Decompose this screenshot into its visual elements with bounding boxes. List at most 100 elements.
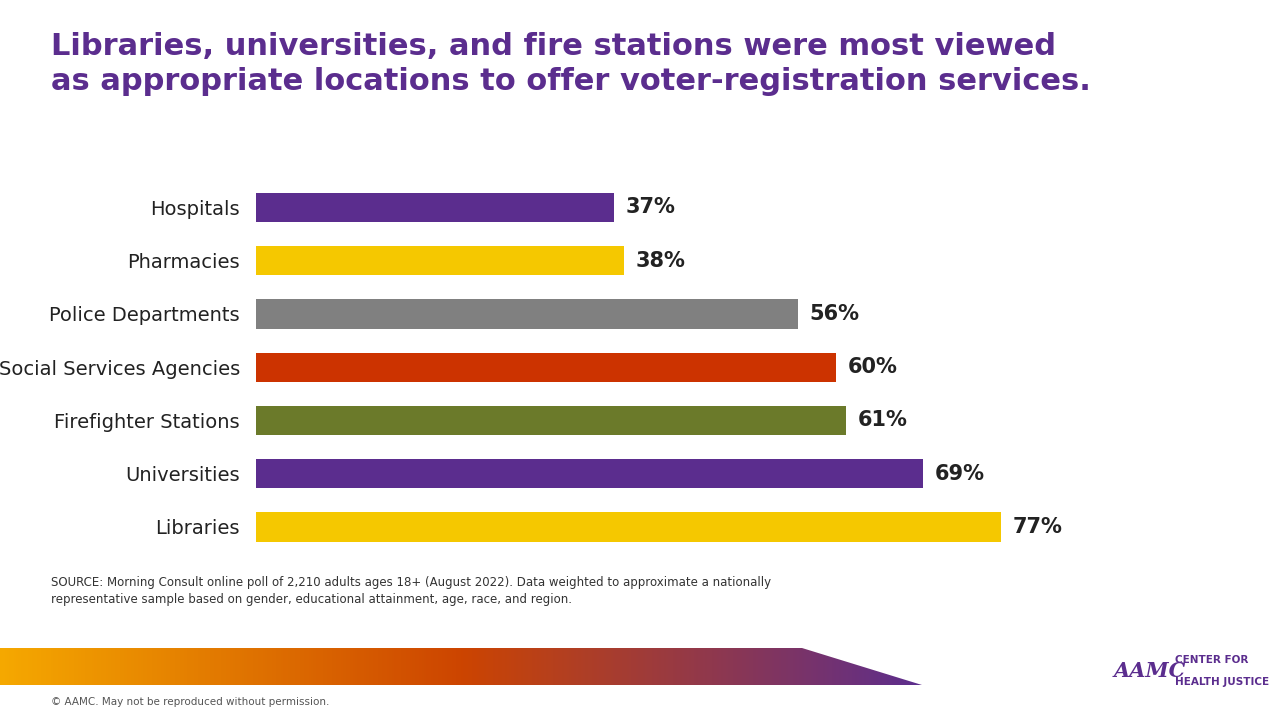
Bar — [26, 648, 28, 685]
Bar — [663, 648, 666, 685]
Bar — [374, 648, 375, 685]
Bar — [83, 648, 86, 685]
Bar — [271, 648, 274, 685]
Bar — [440, 648, 443, 685]
Bar — [521, 648, 524, 685]
Bar — [337, 648, 339, 685]
Bar — [449, 648, 452, 685]
Bar — [502, 648, 504, 685]
Bar — [576, 648, 579, 685]
Bar — [392, 648, 394, 685]
Bar — [573, 648, 576, 685]
Bar — [150, 648, 152, 685]
Bar — [9, 648, 12, 685]
Bar — [294, 648, 297, 685]
Text: 61%: 61% — [858, 410, 908, 431]
Bar — [721, 648, 723, 685]
Bar — [755, 648, 758, 685]
Text: © AAMC. May not be reproduced without permission.: © AAMC. May not be reproduced without pe… — [51, 697, 329, 707]
Bar — [334, 648, 337, 685]
Text: 56%: 56% — [809, 304, 859, 324]
Bar — [806, 648, 809, 685]
Text: 69%: 69% — [934, 464, 984, 484]
Bar — [115, 648, 118, 685]
Bar — [170, 648, 173, 685]
Bar — [892, 648, 893, 685]
Bar — [731, 648, 732, 685]
Bar — [369, 648, 371, 685]
Bar — [247, 648, 248, 685]
Bar — [389, 648, 392, 685]
Bar — [652, 648, 654, 685]
Bar — [178, 648, 179, 685]
Bar — [887, 648, 890, 685]
Bar — [611, 648, 613, 685]
Bar — [283, 648, 285, 685]
Bar — [774, 648, 777, 685]
Bar — [732, 648, 735, 685]
Bar — [92, 648, 95, 685]
Bar — [904, 648, 905, 685]
Bar — [801, 648, 804, 685]
Bar — [366, 648, 369, 685]
Bar — [410, 648, 412, 685]
Bar — [758, 648, 760, 685]
Bar — [452, 648, 454, 685]
Bar — [556, 648, 558, 685]
Bar — [387, 648, 389, 685]
Bar — [908, 648, 910, 685]
Bar — [12, 648, 14, 685]
Bar — [605, 648, 608, 685]
Bar — [20, 648, 23, 685]
Bar — [256, 300, 797, 328]
Bar — [550, 648, 553, 685]
Bar — [835, 648, 836, 685]
Bar — [700, 648, 703, 685]
Bar — [274, 648, 276, 685]
Bar — [628, 648, 631, 685]
Bar — [210, 648, 212, 685]
Bar — [340, 648, 343, 685]
Bar — [754, 648, 755, 685]
Bar — [884, 648, 887, 685]
Bar — [620, 648, 622, 685]
Bar — [248, 648, 251, 685]
Bar — [582, 648, 585, 685]
Bar — [786, 648, 788, 685]
Bar — [394, 648, 397, 685]
Bar — [120, 648, 122, 685]
Bar — [46, 648, 49, 685]
Bar — [735, 648, 737, 685]
Bar — [691, 648, 694, 685]
Bar — [256, 513, 1001, 541]
Bar — [40, 648, 41, 685]
Bar — [559, 648, 562, 685]
Bar — [861, 648, 864, 685]
Bar — [590, 648, 593, 685]
Bar — [593, 648, 594, 685]
Bar — [0, 648, 3, 685]
Bar — [525, 648, 527, 685]
Bar — [544, 648, 547, 685]
Bar — [788, 648, 790, 685]
Bar — [778, 648, 781, 685]
Bar — [431, 648, 433, 685]
Bar — [127, 648, 129, 685]
Bar — [467, 648, 470, 685]
Bar — [832, 648, 835, 685]
Bar — [486, 648, 489, 685]
Bar — [648, 648, 650, 685]
Bar — [5, 648, 6, 685]
Bar — [481, 648, 484, 685]
Text: SOURCE: Morning Consult online poll of 2,210 adults ages 18+ (August 2022). Data: SOURCE: Morning Consult online poll of 2… — [51, 576, 772, 606]
Bar — [189, 648, 191, 685]
Bar — [666, 648, 668, 685]
Bar — [421, 648, 424, 685]
Bar — [518, 648, 521, 685]
Bar — [398, 648, 401, 685]
Bar — [838, 648, 841, 685]
Bar — [236, 648, 237, 685]
Bar — [696, 648, 698, 685]
Bar — [60, 648, 63, 685]
Bar — [709, 648, 712, 685]
